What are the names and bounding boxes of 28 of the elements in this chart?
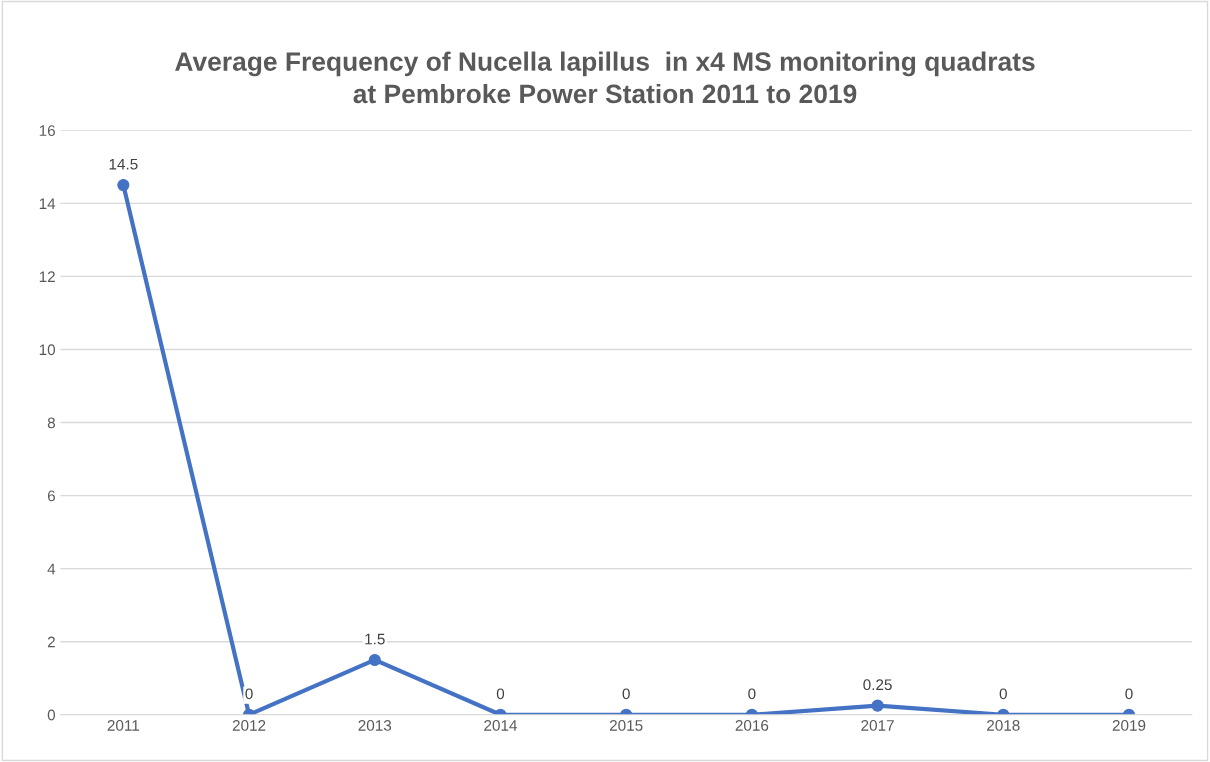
x-tick-label: 2012 — [232, 720, 266, 731]
y-tick-label: 10 — [39, 344, 56, 356]
x-tick-label: 2014 — [484, 720, 518, 731]
y-tick-label: 12 — [39, 271, 55, 282]
data-label: 14.5 — [109, 158, 138, 170]
x-tick-label: 2016 — [735, 720, 769, 731]
data-label: 0 — [1125, 688, 1133, 700]
y-tick-label: 4 — [47, 563, 56, 575]
x-tick-label: 2011 — [107, 720, 140, 731]
y-tick-label: 6 — [47, 490, 55, 502]
x-tick-label: 2013 — [358, 720, 392, 731]
chart-title: Average Frequency of Nucella lapillus in x4 MS monitoring quadrats at Pembroke Power Station 2011 to 2019 — [175, 51, 1035, 104]
y-tick-label: 0 — [47, 709, 56, 721]
y-tick-label: 14 — [39, 198, 56, 209]
x-tick-label: 2017 — [861, 720, 894, 731]
x-tick-label: 2018 — [987, 720, 1020, 731]
y-tick-label: 2 — [47, 636, 55, 648]
y-tick-label: 16 — [39, 125, 55, 136]
data-label: 0 — [245, 688, 253, 700]
data-label: 0 — [748, 688, 756, 700]
x-tick-label: 2019 — [1112, 720, 1146, 731]
data-label: 0 — [496, 688, 505, 700]
x-tick-label: 2015 — [609, 720, 643, 731]
data-label: 0 — [622, 688, 630, 700]
data-label: 0.25 — [863, 679, 892, 691]
data-label: 1.5 — [365, 633, 385, 645]
y-tick-label: 8 — [47, 417, 55, 429]
data-label: 0 — [999, 688, 1007, 700]
